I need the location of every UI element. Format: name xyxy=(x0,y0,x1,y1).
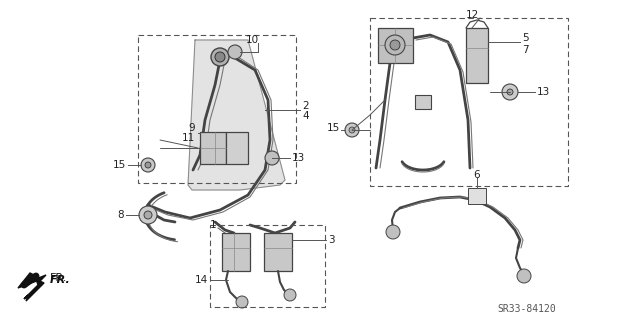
Text: 8: 8 xyxy=(117,210,124,220)
Polygon shape xyxy=(188,40,285,190)
Circle shape xyxy=(228,45,242,59)
Bar xyxy=(415,95,431,109)
Bar xyxy=(378,28,413,63)
Text: 12: 12 xyxy=(465,10,479,20)
Polygon shape xyxy=(18,273,42,288)
Text: 15: 15 xyxy=(113,160,126,170)
Circle shape xyxy=(284,289,296,301)
Bar xyxy=(370,18,568,186)
Circle shape xyxy=(349,127,355,133)
Circle shape xyxy=(211,48,229,66)
Circle shape xyxy=(215,52,225,62)
Text: 14: 14 xyxy=(195,275,208,285)
Text: SR33-84120: SR33-84120 xyxy=(498,304,556,314)
Bar xyxy=(264,233,292,271)
Circle shape xyxy=(517,269,531,283)
Text: 2: 2 xyxy=(302,101,308,111)
Text: 4: 4 xyxy=(302,111,308,121)
Circle shape xyxy=(385,35,405,55)
Bar xyxy=(200,132,226,164)
Circle shape xyxy=(386,225,400,239)
Circle shape xyxy=(145,162,151,168)
Circle shape xyxy=(141,158,155,172)
Circle shape xyxy=(144,211,152,219)
Circle shape xyxy=(345,123,359,137)
Circle shape xyxy=(236,296,248,308)
Bar xyxy=(222,233,250,271)
Text: FR.: FR. xyxy=(50,275,71,285)
Polygon shape xyxy=(24,275,46,301)
Text: 10: 10 xyxy=(245,35,259,45)
Bar xyxy=(466,28,488,83)
Text: FR.: FR. xyxy=(50,273,67,283)
Text: 13: 13 xyxy=(537,87,550,97)
Text: 1: 1 xyxy=(209,220,216,230)
Bar xyxy=(138,35,296,183)
Bar xyxy=(210,225,325,307)
Bar xyxy=(226,132,248,164)
Text: 11: 11 xyxy=(182,133,195,143)
Text: 3: 3 xyxy=(328,235,335,245)
Text: 15: 15 xyxy=(327,123,340,133)
Bar xyxy=(468,188,486,204)
Circle shape xyxy=(507,89,513,95)
Text: 9: 9 xyxy=(188,123,195,133)
Text: 7: 7 xyxy=(522,45,529,55)
Circle shape xyxy=(265,151,279,165)
Circle shape xyxy=(390,40,400,50)
Circle shape xyxy=(502,84,518,100)
Text: 5: 5 xyxy=(522,33,529,43)
Text: 13: 13 xyxy=(292,153,305,163)
Text: 6: 6 xyxy=(474,170,480,180)
Circle shape xyxy=(139,206,157,224)
